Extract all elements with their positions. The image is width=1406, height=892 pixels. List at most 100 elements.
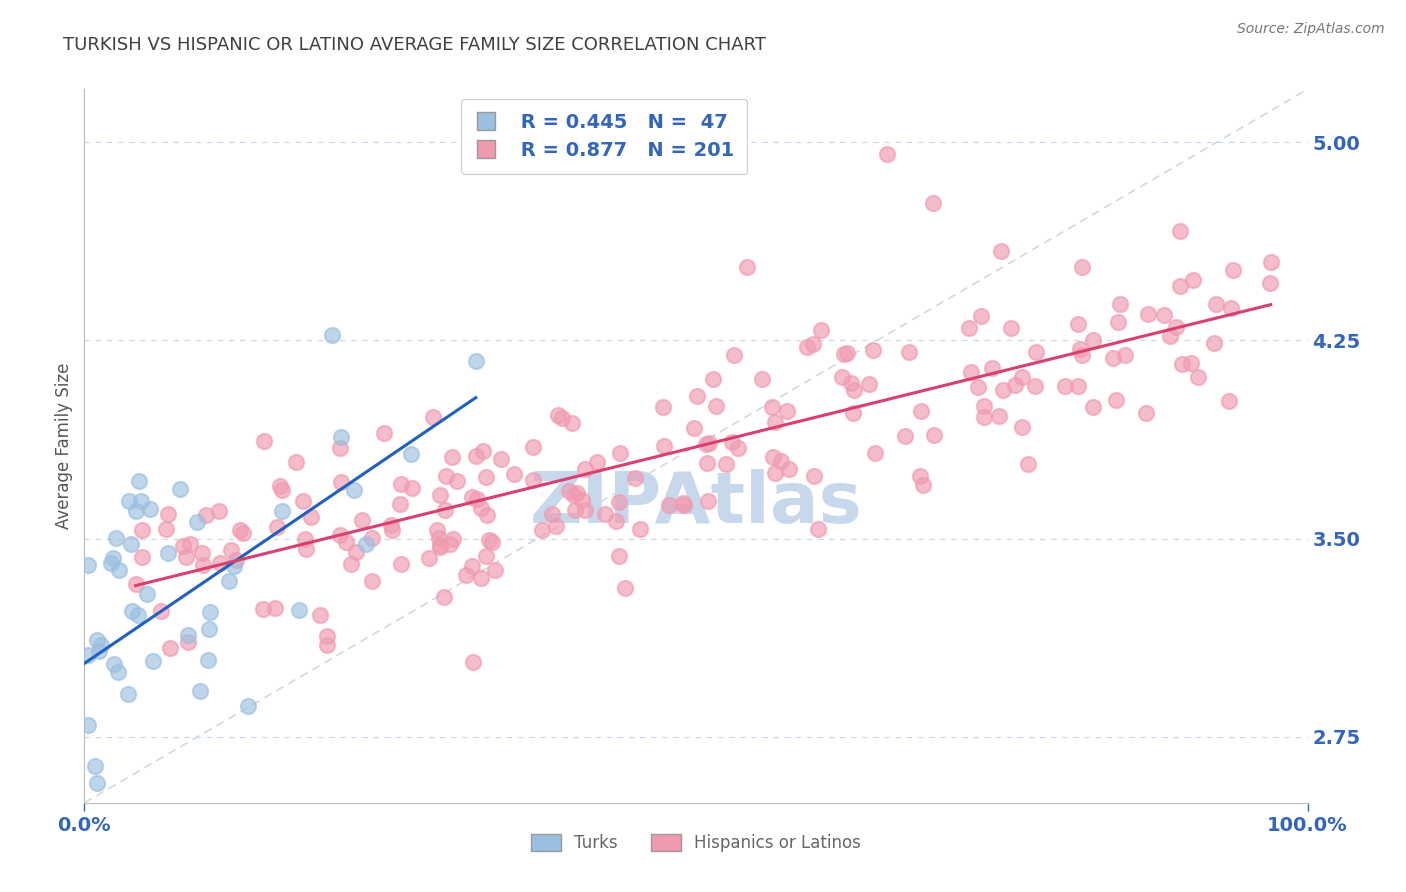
Point xyxy=(613,582,636,596)
Point xyxy=(778,462,800,476)
Point xyxy=(562,488,585,502)
Point xyxy=(1107,315,1129,329)
Point xyxy=(120,537,142,551)
Point xyxy=(433,590,456,604)
Point xyxy=(671,496,693,510)
Point xyxy=(86,633,108,648)
Point xyxy=(1114,348,1136,362)
Point xyxy=(198,622,221,636)
Point xyxy=(1109,297,1132,311)
Point xyxy=(990,244,1012,258)
Point xyxy=(225,553,247,567)
Point xyxy=(461,490,484,504)
Legend: Turks, Hispanics or Latinos: Turks, Hispanics or Latinos xyxy=(524,827,868,859)
Point xyxy=(388,497,411,511)
Point xyxy=(129,493,152,508)
Point xyxy=(561,416,583,430)
Point xyxy=(86,776,108,790)
Point xyxy=(222,559,245,574)
Point xyxy=(194,508,217,523)
Point xyxy=(232,526,254,541)
Point xyxy=(429,540,451,554)
Point xyxy=(138,502,160,516)
Point xyxy=(1104,392,1126,407)
Point xyxy=(484,563,506,577)
Point xyxy=(101,550,124,565)
Point xyxy=(1181,273,1204,287)
Point xyxy=(329,441,352,455)
Point xyxy=(191,558,214,572)
Point xyxy=(558,484,581,499)
Point xyxy=(761,450,783,465)
Point xyxy=(218,574,240,588)
Point xyxy=(190,546,212,560)
Point xyxy=(863,445,886,459)
Point xyxy=(981,361,1004,376)
Point xyxy=(124,577,146,591)
Point xyxy=(763,467,786,481)
Point xyxy=(991,384,1014,398)
Point xyxy=(329,475,352,490)
Point xyxy=(299,510,322,524)
Point xyxy=(704,399,727,413)
Point xyxy=(107,665,129,679)
Point xyxy=(1011,370,1033,384)
Point xyxy=(77,648,100,663)
Point xyxy=(607,495,630,509)
Point xyxy=(1025,345,1047,359)
Point xyxy=(153,855,176,869)
Point xyxy=(481,534,503,549)
Point xyxy=(157,546,180,560)
Point xyxy=(343,483,366,497)
Point xyxy=(921,196,943,211)
Point xyxy=(426,524,449,538)
Point xyxy=(470,501,492,516)
Point xyxy=(136,587,159,601)
Point xyxy=(131,550,153,565)
Point xyxy=(380,517,402,532)
Point xyxy=(1164,319,1187,334)
Point xyxy=(551,411,574,425)
Point xyxy=(269,479,291,493)
Point xyxy=(1101,351,1123,365)
Point xyxy=(464,354,486,368)
Point xyxy=(361,574,384,588)
Point xyxy=(716,457,738,471)
Point xyxy=(308,607,330,622)
Point xyxy=(973,399,995,413)
Point xyxy=(329,527,352,541)
Point xyxy=(77,558,100,573)
Point xyxy=(1258,276,1281,290)
Point xyxy=(474,470,496,484)
Y-axis label: Average Family Size: Average Family Size xyxy=(55,363,73,529)
Point xyxy=(1220,301,1243,316)
Point xyxy=(1011,420,1033,434)
Point xyxy=(893,429,915,443)
Point xyxy=(121,604,143,618)
Point xyxy=(117,687,139,701)
Point xyxy=(179,537,201,551)
Point xyxy=(264,601,287,615)
Point xyxy=(1168,279,1191,293)
Point xyxy=(208,504,231,518)
Point xyxy=(652,439,675,453)
Point xyxy=(1081,333,1104,347)
Point xyxy=(1171,357,1194,371)
Point xyxy=(1159,328,1181,343)
Point xyxy=(429,488,451,502)
Point xyxy=(876,147,898,161)
Point xyxy=(723,348,745,362)
Point xyxy=(1218,393,1240,408)
Point xyxy=(389,558,412,572)
Point xyxy=(461,558,484,573)
Point xyxy=(1260,255,1282,269)
Point xyxy=(475,549,498,563)
Point xyxy=(652,401,675,415)
Point xyxy=(503,467,526,481)
Point xyxy=(586,455,609,469)
Point xyxy=(389,477,412,491)
Point xyxy=(609,446,631,460)
Point xyxy=(228,523,250,537)
Point xyxy=(776,404,799,418)
Point xyxy=(839,376,862,391)
